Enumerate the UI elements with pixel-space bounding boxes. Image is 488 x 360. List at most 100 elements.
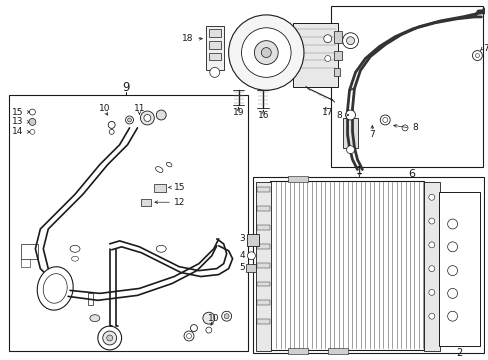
Bar [256, 183, 271, 351]
Circle shape [143, 114, 150, 121]
Circle shape [98, 326, 122, 350]
Circle shape [428, 194, 434, 200]
Text: 5: 5 [239, 263, 245, 272]
Circle shape [108, 121, 115, 129]
Bar [333, 31, 341, 43]
Text: 17: 17 [321, 108, 333, 117]
Text: 15: 15 [12, 108, 23, 117]
Ellipse shape [156, 245, 166, 252]
Text: 13: 13 [12, 117, 23, 126]
Text: 8: 8 [411, 123, 417, 132]
Text: 2: 2 [455, 348, 462, 358]
Circle shape [474, 54, 478, 58]
Bar [20, 244, 38, 259]
Circle shape [428, 266, 434, 271]
Circle shape [205, 327, 211, 333]
Circle shape [346, 146, 354, 154]
Bar [154, 184, 166, 192]
Bar [257, 319, 270, 324]
Bar [438, 192, 479, 346]
Circle shape [228, 15, 304, 90]
Text: 10: 10 [207, 314, 219, 323]
Circle shape [224, 314, 229, 319]
Circle shape [447, 288, 457, 298]
Circle shape [140, 111, 154, 125]
Circle shape [428, 289, 434, 295]
Circle shape [342, 33, 358, 49]
Text: 15: 15 [174, 183, 185, 192]
Text: 6: 6 [407, 170, 415, 180]
Bar [257, 263, 270, 267]
Circle shape [109, 129, 114, 134]
Circle shape [447, 311, 457, 321]
Text: 8: 8 [336, 111, 342, 120]
Ellipse shape [70, 245, 80, 252]
Bar [88, 293, 93, 305]
Circle shape [30, 129, 35, 134]
Circle shape [102, 331, 117, 345]
Text: 11: 11 [133, 104, 145, 113]
Ellipse shape [37, 267, 73, 310]
Bar [330, 6, 482, 167]
Ellipse shape [155, 167, 163, 172]
Circle shape [346, 37, 354, 45]
Bar [257, 206, 270, 211]
Circle shape [380, 115, 389, 125]
Circle shape [447, 242, 457, 252]
Bar [208, 53, 220, 60]
Circle shape [125, 116, 133, 124]
Text: 7: 7 [369, 130, 374, 139]
Bar [9, 95, 248, 351]
Circle shape [127, 118, 131, 122]
Circle shape [324, 55, 330, 62]
Circle shape [428, 242, 434, 248]
Text: 14: 14 [12, 127, 23, 136]
Circle shape [156, 110, 166, 120]
Bar [327, 348, 347, 354]
Bar [208, 41, 220, 49]
Circle shape [382, 117, 387, 122]
Bar [205, 26, 223, 71]
Circle shape [29, 118, 36, 125]
Text: 3: 3 [239, 234, 245, 243]
Circle shape [428, 313, 434, 319]
Circle shape [186, 333, 191, 338]
Circle shape [247, 252, 255, 260]
Text: 18: 18 [182, 34, 194, 43]
Bar [257, 300, 270, 305]
Bar [292, 23, 337, 87]
Bar [246, 264, 256, 271]
Bar [333, 51, 341, 60]
Ellipse shape [71, 256, 79, 261]
Circle shape [221, 311, 231, 321]
Circle shape [29, 109, 35, 115]
Bar [247, 234, 259, 246]
Text: 4: 4 [240, 251, 245, 260]
Circle shape [428, 218, 434, 224]
Text: 12: 12 [174, 198, 185, 207]
Bar [257, 225, 270, 230]
Bar [20, 259, 30, 267]
Circle shape [323, 35, 331, 43]
Bar [141, 199, 151, 206]
Bar [257, 244, 270, 249]
Circle shape [345, 110, 355, 120]
Bar [257, 187, 270, 192]
Circle shape [447, 219, 457, 229]
Text: 9: 9 [122, 81, 129, 94]
Circle shape [254, 41, 278, 64]
Circle shape [209, 67, 219, 77]
Text: 7: 7 [482, 44, 488, 53]
Bar [342, 118, 358, 148]
Ellipse shape [43, 274, 67, 303]
Ellipse shape [166, 162, 172, 167]
Text: 10: 10 [99, 104, 110, 113]
Circle shape [471, 51, 481, 60]
Bar [257, 282, 270, 287]
Text: 16: 16 [257, 111, 268, 120]
Circle shape [203, 312, 214, 324]
Circle shape [106, 335, 112, 341]
Circle shape [183, 331, 194, 341]
Circle shape [241, 28, 290, 77]
Bar [253, 177, 483, 353]
